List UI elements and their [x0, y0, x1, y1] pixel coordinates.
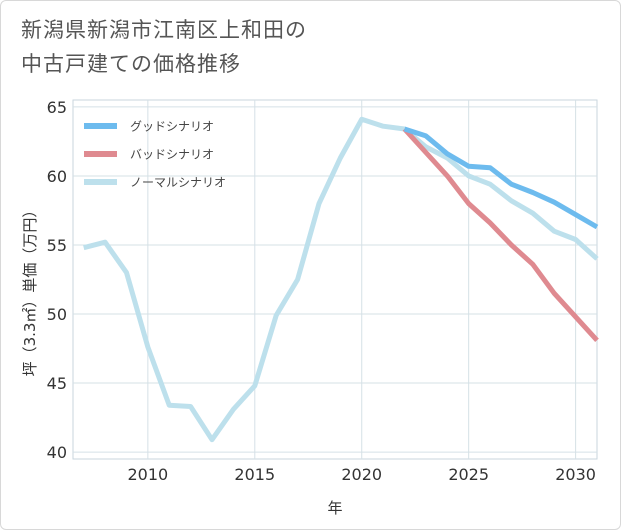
x-axis-title: 年 [327, 499, 342, 517]
y-tick-label: 40 [47, 443, 67, 462]
y-tick-label: 60 [47, 167, 67, 186]
plot-area [72, 99, 598, 460]
x-tick-label: 2015 [234, 465, 275, 484]
x-tick-label: 2010 [127, 465, 168, 484]
y-tick-label: 65 [47, 98, 67, 117]
y-axis-title: 坪（3.3㎡）単価（万円） [21, 203, 39, 377]
x-tick-label: 2025 [448, 465, 489, 484]
legend-label-normal: ノーマルシナリオ [130, 176, 226, 190]
x-tick-label: 2020 [341, 465, 382, 484]
legend-label-good: グッドシナリオ [130, 120, 214, 134]
y-tick-label: 50 [47, 305, 67, 324]
y-tick-label: 55 [47, 236, 67, 255]
legend-label-bad: バッドシナリオ [130, 148, 214, 162]
x-tick-label: 2030 [555, 465, 596, 484]
y-tick-label: 45 [47, 374, 67, 393]
series-line-good [403, 126, 599, 230]
chart-title: 新潟県新潟市江南区上和田の 中古戸建ての価格推移 [21, 13, 307, 81]
series-line-bad [402, 127, 599, 342]
chart-title-line-1: 新潟県新潟市江南区上和田の [21, 18, 307, 42]
chart-title-line-2: 中古戸建ての価格推移 [21, 52, 241, 76]
series-line-normal [83, 116, 599, 443]
